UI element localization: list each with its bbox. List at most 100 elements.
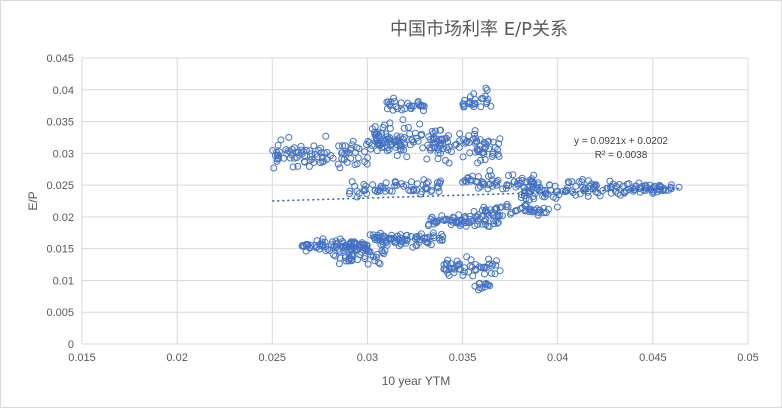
data-point xyxy=(568,178,576,186)
data-point xyxy=(564,178,572,186)
data-point xyxy=(310,142,318,150)
data-point xyxy=(465,268,473,276)
data-point xyxy=(414,137,422,145)
data-point xyxy=(445,159,453,167)
y-tick-label: 0.035 xyxy=(46,117,74,129)
data-point xyxy=(413,180,421,188)
data-point xyxy=(452,218,459,225)
data-point xyxy=(444,146,452,154)
data-point xyxy=(513,180,521,187)
data-point xyxy=(397,99,405,107)
data-point xyxy=(675,183,683,191)
data-point xyxy=(356,251,364,259)
data-point xyxy=(518,176,526,184)
data-point xyxy=(389,140,396,148)
data-point xyxy=(505,172,513,179)
data-point xyxy=(596,192,604,200)
data-point xyxy=(511,207,519,215)
data-point xyxy=(530,171,538,179)
data-point xyxy=(338,149,346,157)
data-point xyxy=(493,178,501,186)
data-point xyxy=(391,98,398,105)
data-point xyxy=(518,174,526,182)
data-point xyxy=(530,195,538,203)
data-point xyxy=(477,103,485,111)
data-point xyxy=(274,151,282,159)
data-point xyxy=(371,257,379,265)
data-point xyxy=(498,212,506,220)
data-point xyxy=(649,189,657,197)
data-point xyxy=(484,96,492,103)
data-point xyxy=(455,265,463,273)
data-point xyxy=(494,212,502,219)
data-point xyxy=(336,164,344,172)
data-point xyxy=(485,145,493,153)
data-point xyxy=(380,121,388,129)
data-point xyxy=(464,175,472,182)
data-point xyxy=(481,270,488,278)
data-point xyxy=(480,180,488,188)
data-point xyxy=(494,177,502,184)
data-point xyxy=(353,160,361,168)
data-point xyxy=(664,186,672,194)
data-point xyxy=(465,99,473,107)
data-point xyxy=(419,181,427,189)
data-point xyxy=(428,127,436,135)
data-point xyxy=(615,181,623,188)
data-point xyxy=(379,139,387,147)
data-point xyxy=(390,94,398,102)
data-point xyxy=(493,257,500,265)
data-point xyxy=(476,136,484,144)
y-tick-label: 0.015 xyxy=(46,244,74,256)
data-point xyxy=(440,265,448,273)
data-point xyxy=(527,205,535,213)
trend-line xyxy=(272,187,682,202)
data-point xyxy=(430,234,438,242)
data-point xyxy=(479,264,487,271)
data-point xyxy=(546,181,553,189)
data-point xyxy=(280,154,288,162)
data-point xyxy=(562,186,570,194)
data-point xyxy=(461,139,469,147)
data-point xyxy=(361,255,369,263)
data-point xyxy=(385,146,393,154)
data-point xyxy=(290,144,298,152)
x-tick-label: 0.02 xyxy=(166,352,187,364)
data-point xyxy=(423,155,431,163)
data-point xyxy=(469,272,477,280)
data-point xyxy=(274,141,282,149)
data-point xyxy=(540,209,548,217)
data-point xyxy=(643,184,651,192)
data-point xyxy=(335,142,343,150)
data-point xyxy=(277,136,285,144)
data-point xyxy=(462,222,470,230)
data-point xyxy=(482,216,490,223)
data-point xyxy=(589,183,597,191)
data-point xyxy=(465,139,473,146)
data-point xyxy=(347,247,355,255)
data-point xyxy=(437,177,445,185)
data-point xyxy=(416,120,424,128)
data-point xyxy=(496,267,504,275)
data-point xyxy=(428,214,436,221)
data-point xyxy=(484,222,492,230)
data-point xyxy=(308,155,316,163)
data-point xyxy=(376,260,384,268)
data-point xyxy=(390,234,398,242)
data-point xyxy=(388,187,396,195)
data-point xyxy=(483,264,490,271)
data-point xyxy=(339,142,346,150)
data-point xyxy=(400,134,408,142)
data-point xyxy=(364,260,372,268)
data-point xyxy=(456,137,464,145)
data-point xyxy=(345,149,353,157)
data-point xyxy=(487,102,495,110)
data-point xyxy=(391,182,399,190)
data-point xyxy=(294,162,302,170)
x-tick-label: 0.015 xyxy=(68,352,96,364)
data-point xyxy=(400,146,408,154)
data-point xyxy=(565,179,573,187)
data-point xyxy=(485,255,493,263)
data-point xyxy=(363,190,371,198)
